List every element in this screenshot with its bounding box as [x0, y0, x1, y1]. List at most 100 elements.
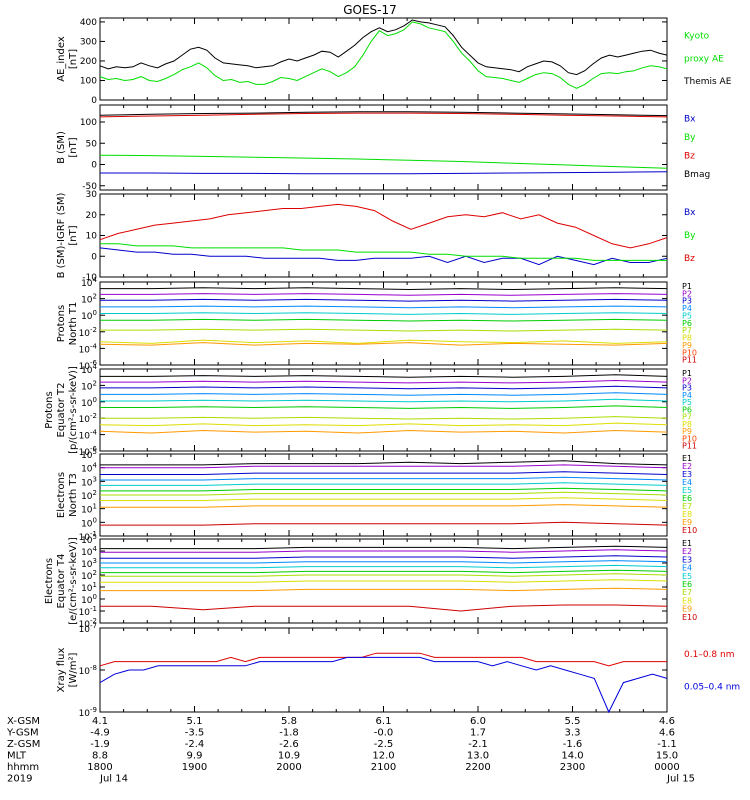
series-line-by — [99, 154, 668, 169]
legend-entry: E10 — [682, 613, 697, 622]
y-tick-base: 10 — [81, 366, 93, 376]
y-tick-label: 10-2 — [79, 412, 97, 425]
y-axis-label: Xray flux — [56, 648, 67, 693]
legend-entry: E2 — [682, 462, 692, 471]
series-line-p8 — [99, 422, 668, 427]
y-tick-label: 10 — [86, 232, 98, 242]
row-value: 2300 — [560, 762, 585, 773]
y-tick-label: 10-4 — [79, 342, 98, 355]
panel-ae: 0 100 200 300 400 AE_index [nT] Kyoto proxy AE Th… — [56, 17, 732, 106]
legend-entry: E4 — [682, 564, 692, 573]
y-tick-label: 101 — [81, 503, 97, 516]
series-line-p7 — [100, 416, 668, 420]
row-value: 5.8 — [281, 716, 297, 727]
legend-entry: E9 — [682, 605, 692, 614]
legend-entry: E9 — [682, 518, 692, 527]
legend-entry: Bz — [684, 152, 695, 162]
y-tick-label: 10-2 — [79, 617, 97, 630]
y-tick-base: 10 — [79, 533, 91, 543]
series-line-e6 — [100, 487, 668, 492]
y-tick-label: 10-8 — [79, 664, 97, 677]
legend-entry: 0.1–0.8 nm — [684, 650, 734, 660]
row-label: MLT — [7, 751, 27, 762]
y-tick-exponent: 0 — [93, 593, 97, 601]
legend-entry: Kyoto — [684, 32, 710, 42]
row-value: -1.1 — [657, 739, 677, 750]
y-tick-base: 10 — [79, 625, 91, 635]
legend-entry: P8 — [682, 334, 692, 343]
legend-entry: P3 — [682, 384, 692, 393]
series-line-p2 — [100, 379, 668, 384]
y-tick-base: 10 — [79, 329, 91, 339]
series-line-bx — [99, 247, 668, 266]
row-value: -2.5 — [374, 739, 394, 750]
legend-entry: E1 — [682, 539, 692, 548]
row-value: 14.0 — [561, 751, 583, 762]
row-value: -1.6 — [563, 739, 583, 750]
series-line-p3 — [100, 298, 668, 302]
y-tick-label: 104 — [81, 462, 97, 475]
series-line-e10 — [100, 521, 668, 526]
y-tick-base: 10 — [81, 312, 93, 322]
series-line-p6 — [100, 318, 668, 322]
series-line-e7 — [100, 491, 668, 496]
y-tick-exponent: 2 — [93, 489, 97, 497]
legend-entry: P6 — [682, 405, 692, 414]
y-tick-base: 10 — [81, 279, 93, 289]
y-axis-label: [nT] — [68, 137, 79, 157]
y-tick-base: 10 — [81, 506, 93, 516]
y-tick-exponent: -4 — [90, 429, 98, 437]
y-axis-label: Electrons — [44, 558, 55, 604]
y-tick-label: 102 — [81, 293, 97, 306]
series-line-bz — [99, 203, 668, 249]
series-line-themis-ae — [99, 19, 668, 76]
row-value: 1.7 — [470, 728, 486, 739]
y-tick-label: 100 — [81, 396, 97, 409]
y-tick-exponent: 3 — [93, 557, 97, 565]
y-tick-exponent: -6 — [90, 445, 98, 453]
y-axis-label: North T1 — [68, 302, 79, 346]
y-tick-exponent: 2 — [93, 569, 97, 577]
figure-title: GOES-17 — [343, 3, 397, 17]
row-value: 8.8 — [92, 751, 108, 762]
y-axis-label: B (SM)-IGRF (SM) — [56, 193, 67, 279]
y-tick-exponent: 4 — [93, 462, 98, 470]
series-line-e4 — [100, 560, 668, 564]
legend-entry: E8 — [682, 510, 692, 519]
row-value: 6.1 — [376, 716, 392, 727]
series-line-p9 — [99, 342, 668, 346]
y-tick-base: 10 — [81, 451, 93, 461]
y-tick-label: 105 — [81, 448, 97, 461]
y-tick-base: 10 — [79, 432, 91, 442]
y-tick-exponent: 5 — [93, 448, 97, 456]
legend-entry: proxy AE — [684, 54, 724, 64]
series-line-p1 — [100, 287, 668, 291]
y-tick-label: -10 — [82, 273, 97, 283]
legend-entry: E6 — [682, 580, 692, 589]
legend-entry: P6 — [682, 319, 692, 328]
series-line-e4 — [100, 476, 668, 481]
y-tick-exponent: 4 — [93, 363, 98, 371]
series-line-p4 — [100, 305, 668, 309]
y-axis-label: B (SM) — [56, 131, 67, 164]
series-line-e5 — [100, 564, 668, 569]
legend-entry: E10 — [682, 526, 697, 535]
y-tick-label: 101 — [81, 581, 97, 594]
y-tick-base: 10 — [81, 572, 93, 582]
series-line-e6 — [100, 569, 668, 574]
y-tick-exponent: -2 — [90, 326, 97, 334]
y-tick-base: 10 — [81, 296, 93, 306]
y-tick-base: 10 — [79, 667, 91, 677]
y-tick-exponent: 1 — [93, 503, 97, 511]
y-tick-label: 10-4 — [79, 429, 98, 442]
row-value: -1.9 — [90, 739, 110, 750]
legend-entry: P3 — [682, 297, 692, 306]
y-tick-exponent: 4 — [93, 545, 98, 553]
y-tick-exponent: 0 — [93, 309, 97, 317]
y-axis-label: [W/m²] — [68, 652, 79, 687]
series-line-e3 — [100, 471, 668, 475]
y-tick-label: 102 — [81, 489, 97, 502]
legend-entry: 0.05–0.4 nm — [684, 682, 740, 692]
series-line-bz — [99, 112, 668, 118]
